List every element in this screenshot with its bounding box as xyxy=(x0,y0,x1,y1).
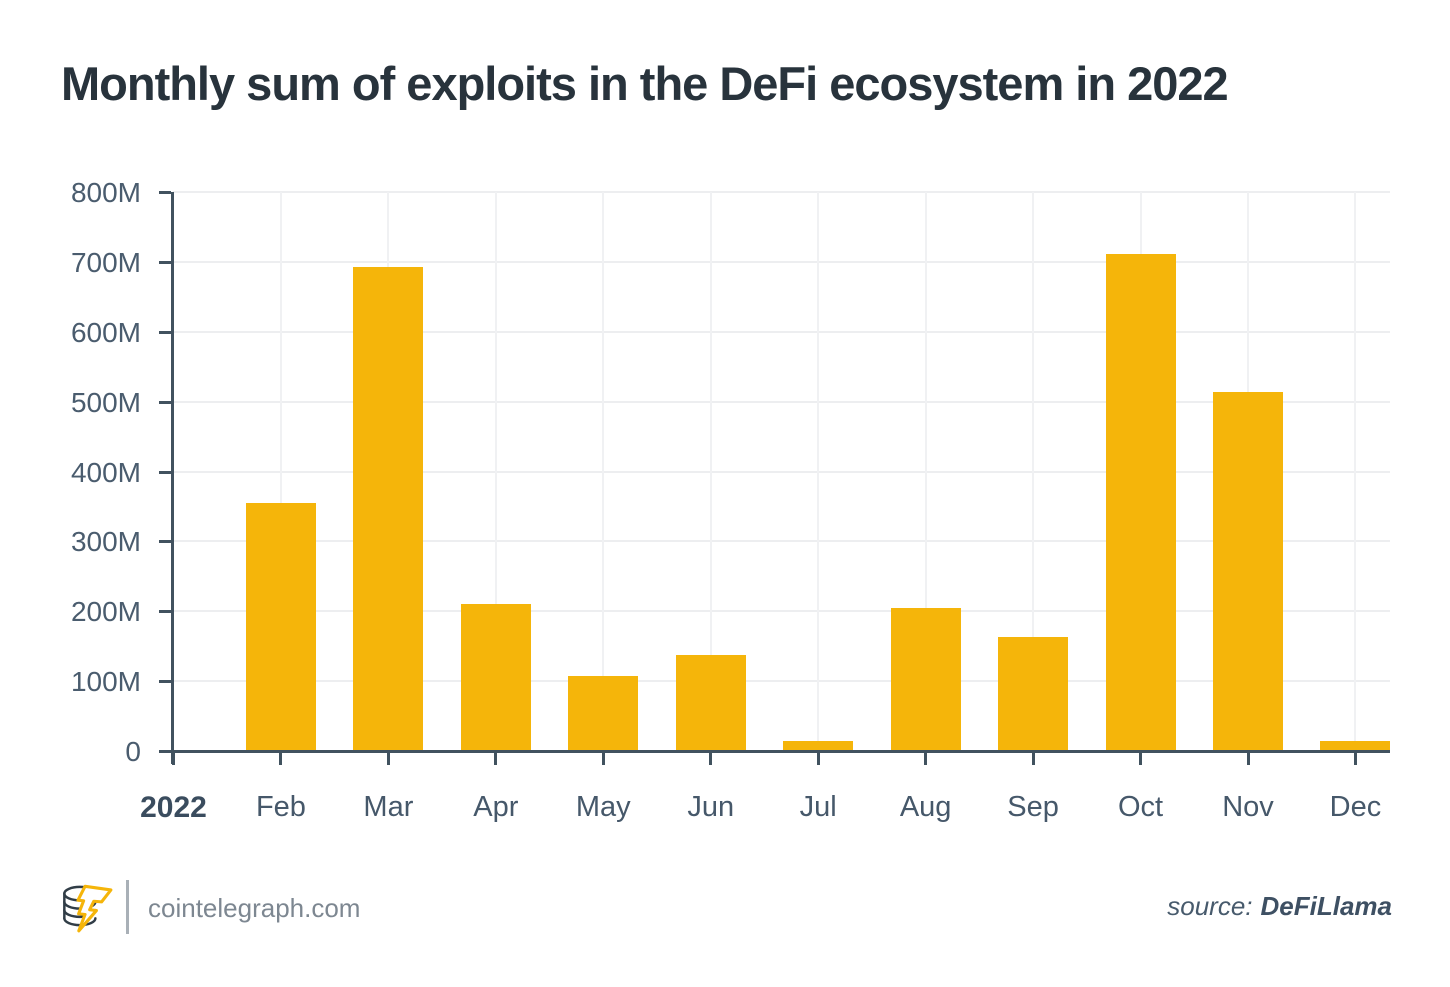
bar-may xyxy=(568,676,639,751)
x-axis-tick xyxy=(172,753,175,765)
y-axis-tick xyxy=(159,610,171,614)
horizontal-gridline xyxy=(173,330,1390,333)
x-axis-tick xyxy=(386,753,390,765)
vertical-gridline xyxy=(924,192,927,751)
x-axis-line xyxy=(170,750,1390,753)
y-tick-label-600m: 600M xyxy=(70,316,141,348)
y-tick-label-700m: 700M xyxy=(70,246,141,278)
vertical-gridline xyxy=(817,192,820,751)
y-tick-label-200m: 200M xyxy=(70,596,141,628)
chart-title: Monthly sum of exploits in the DeFi ecos… xyxy=(61,57,1229,110)
bar-feb xyxy=(245,503,316,751)
vertical-gridline xyxy=(279,192,282,751)
y-tick-label-800m: 800M xyxy=(70,177,141,208)
y-axis-tick xyxy=(159,680,171,684)
y-axis-tick xyxy=(159,400,171,404)
footer-divider xyxy=(126,880,129,934)
x-label-dec: Dec xyxy=(1329,791,1382,823)
x-axis-tick xyxy=(494,753,498,765)
x-axis-tick xyxy=(279,753,283,765)
y-tick-label-300m: 300M xyxy=(70,526,141,558)
y-axis-tick xyxy=(159,470,171,474)
x-label-apr: Apr xyxy=(473,791,519,823)
horizontal-gridline xyxy=(173,470,1390,473)
horizontal-gridline xyxy=(173,191,1390,193)
x-axis-tick xyxy=(816,753,820,765)
bar-mar xyxy=(353,267,424,751)
y-axis-tick xyxy=(159,191,171,194)
source-credit: source: DeFiLlama xyxy=(1167,891,1392,922)
y-axis-tick xyxy=(159,540,171,544)
x-label-oct: Oct xyxy=(1117,791,1164,823)
vertical-gridline xyxy=(602,192,605,751)
horizontal-gridline xyxy=(173,400,1390,403)
y-axis-line xyxy=(171,192,174,764)
bar-apr xyxy=(460,604,531,751)
cointelegraph-logo-icon xyxy=(63,884,113,933)
y-tick-label-100m: 100M xyxy=(70,666,141,698)
x-label-sep: Sep xyxy=(1007,791,1059,823)
y-axis-tick xyxy=(159,750,171,753)
x-axis-tick xyxy=(709,753,713,765)
lightning-bolt-icon xyxy=(76,884,113,933)
horizontal-gridline xyxy=(173,680,1390,683)
y-axis-tick xyxy=(159,260,171,264)
y-tick-label-500m: 500M xyxy=(70,386,141,418)
horizontal-gridline xyxy=(173,540,1390,543)
bar-nov xyxy=(1213,392,1283,751)
bar-sep xyxy=(998,637,1069,751)
x-label-nov: Nov xyxy=(1222,791,1274,823)
vertical-gridline xyxy=(709,192,712,751)
x-axis-tick xyxy=(1353,753,1357,765)
bar-oct xyxy=(1105,254,1176,751)
x-label-may: May xyxy=(575,791,631,823)
bar-jul xyxy=(783,741,854,751)
x-label-jul: Jul xyxy=(799,791,837,823)
plot-area xyxy=(159,191,1391,765)
x-label-aug: Aug xyxy=(899,791,952,823)
y-tick-label-400m: 400M xyxy=(70,456,141,488)
horizontal-gridline xyxy=(173,260,1390,263)
bar-aug xyxy=(890,608,961,751)
vertical-gridline xyxy=(1032,192,1035,751)
x-axis-tick xyxy=(601,753,605,765)
x-axis-tick xyxy=(1246,753,1250,765)
site-url: cointelegraph.com xyxy=(148,893,361,923)
bar-jun xyxy=(675,655,746,751)
horizontal-gridline xyxy=(173,610,1390,613)
x-axis-tick xyxy=(1139,753,1143,765)
bar-dec xyxy=(1320,741,1391,751)
vertical-gridline xyxy=(494,192,497,751)
x-axis-tick xyxy=(924,753,928,765)
x-label-jun: Jun xyxy=(687,791,735,823)
x-label-mar: Mar xyxy=(363,791,414,823)
source-value: DeFiLlama xyxy=(1260,891,1393,921)
y-axis-tick xyxy=(159,330,171,334)
source-label: source: xyxy=(1167,891,1253,921)
x-axis-tick xyxy=(1031,753,1035,765)
x-label-2022: 2022 xyxy=(140,791,207,824)
vertical-gridline xyxy=(1354,192,1357,751)
y-tick-label-0: 0 xyxy=(125,736,141,767)
x-label-feb: Feb xyxy=(255,791,306,823)
